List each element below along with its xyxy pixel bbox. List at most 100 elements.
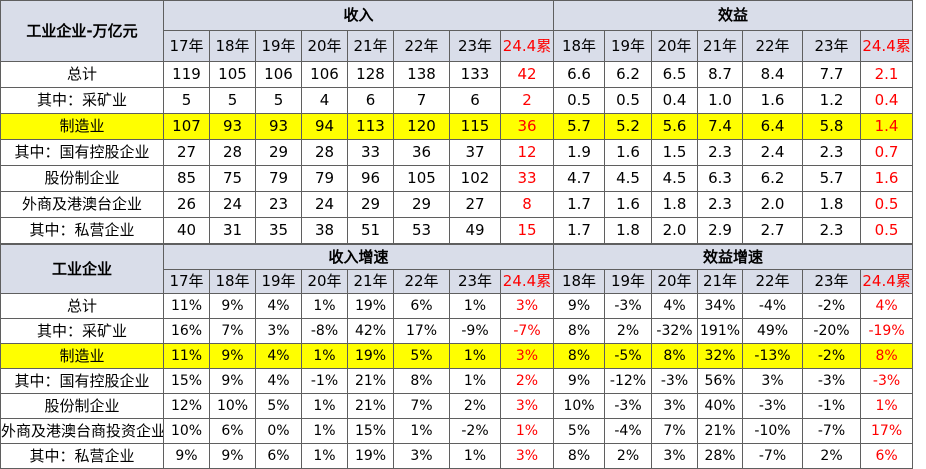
- profit-cell[interactable]: -3%: [742, 393, 804, 419]
- profit-cell[interactable]: 6.3: [697, 165, 744, 192]
- profit-cell[interactable]: 0.5: [860, 191, 914, 218]
- revenue-cell[interactable]: 33: [347, 139, 394, 166]
- revenue-cell[interactable]: 4%: [255, 293, 302, 319]
- revenue-cell[interactable]: 85: [163, 165, 210, 192]
- profit-cell[interactable]: 0.4: [860, 87, 914, 114]
- revenue-cell[interactable]: 12: [499, 139, 555, 166]
- revenue-cell[interactable]: 6: [449, 87, 501, 114]
- profit-cell[interactable]: -3%: [651, 368, 699, 394]
- profit-cell[interactable]: -2%: [802, 343, 862, 369]
- revenue-cell[interactable]: 6%: [255, 443, 302, 469]
- profit-cell[interactable]: 0.4: [651, 87, 699, 114]
- revenue-cell[interactable]: 15%: [347, 418, 394, 444]
- profit-cell[interactable]: 9%: [553, 293, 606, 319]
- profit-cell[interactable]: 1.8: [604, 217, 653, 244]
- revenue-year-header[interactable]: 17年: [163, 269, 210, 294]
- revenue-year-header[interactable]: 18年: [209, 30, 256, 62]
- profit-year-header[interactable]: 24.4累: [860, 30, 914, 62]
- profit-cell[interactable]: -2%: [802, 293, 862, 319]
- revenue-cell[interactable]: 93: [255, 113, 302, 140]
- profit-cell[interactable]: 1.7: [553, 217, 606, 244]
- profit-cell[interactable]: 5.8: [802, 113, 862, 140]
- profit-cell[interactable]: 2.3: [802, 217, 862, 244]
- profit-cell[interactable]: 6.5: [651, 61, 699, 88]
- revenue-cell[interactable]: 21%: [347, 368, 394, 394]
- profit-cell[interactable]: 1.9: [553, 139, 606, 166]
- profit-cell[interactable]: 4%: [651, 293, 699, 319]
- revenue-cell[interactable]: 133: [449, 61, 501, 88]
- revenue-cell[interactable]: 49: [449, 217, 501, 244]
- revenue-cell[interactable]: 113: [347, 113, 394, 140]
- profit-cell[interactable]: -12%: [604, 368, 653, 394]
- profit-cell[interactable]: 4.7: [553, 165, 606, 192]
- profit-cell[interactable]: -19%: [860, 318, 914, 344]
- profit-cell[interactable]: 2.9: [697, 217, 744, 244]
- revenue-cell[interactable]: 40: [163, 217, 210, 244]
- profit-cell[interactable]: 6.4: [742, 113, 804, 140]
- profit-cell[interactable]: 9%: [553, 368, 606, 394]
- profit-cell[interactable]: 8%: [553, 343, 606, 369]
- row-label[interactable]: 总计: [0, 61, 164, 88]
- revenue-cell[interactable]: 94: [301, 113, 348, 140]
- profit-cell[interactable]: -7%: [802, 418, 862, 444]
- revenue-cell[interactable]: 79: [301, 165, 348, 192]
- revenue-cell[interactable]: 106: [255, 61, 302, 88]
- row-label[interactable]: 制造业: [0, 113, 164, 140]
- revenue-cell[interactable]: 6%: [393, 293, 450, 319]
- row-label[interactable]: 其中：采矿业: [0, 87, 164, 114]
- revenue-year-header[interactable]: 24.4累: [499, 269, 555, 294]
- revenue-cell[interactable]: 29: [393, 191, 450, 218]
- revenue-year-header[interactable]: 21年: [347, 269, 394, 294]
- revenue-cell[interactable]: 4%: [255, 368, 302, 394]
- profit-cell[interactable]: 32%: [697, 343, 744, 369]
- revenue-cell[interactable]: 3%: [499, 443, 555, 469]
- profit-cell[interactable]: -3%: [860, 368, 914, 394]
- revenue-cell[interactable]: 93: [209, 113, 256, 140]
- revenue-cell[interactable]: 26: [163, 191, 210, 218]
- revenue-cell[interactable]: 53: [393, 217, 450, 244]
- profit-cell[interactable]: -3%: [604, 393, 653, 419]
- profit-year-header[interactable]: 21年: [697, 30, 744, 62]
- profit-cell[interactable]: 1%: [860, 393, 914, 419]
- profit-header[interactable]: 效益: [553, 0, 914, 31]
- revenue-cell[interactable]: 1%: [449, 368, 501, 394]
- profit-cell[interactable]: 1.6: [604, 139, 653, 166]
- corner-label[interactable]: 工业企业: [0, 244, 164, 294]
- profit-cell[interactable]: 2.3: [802, 139, 862, 166]
- revenue-cell[interactable]: 36: [499, 113, 555, 140]
- revenue-cell[interactable]: 8: [499, 191, 555, 218]
- profit-cell[interactable]: 1.6: [604, 191, 653, 218]
- profit-cell[interactable]: 34%: [697, 293, 744, 319]
- revenue-year-header[interactable]: 23年: [449, 30, 501, 62]
- profit-cell[interactable]: 8.4: [742, 61, 804, 88]
- profit-cell[interactable]: 2.4: [742, 139, 804, 166]
- revenue-cell[interactable]: 28: [301, 139, 348, 166]
- revenue-cell[interactable]: 24: [301, 191, 348, 218]
- revenue-cell[interactable]: 11%: [163, 343, 210, 369]
- profit-cell[interactable]: 5.7: [553, 113, 606, 140]
- revenue-cell[interactable]: 5%: [393, 343, 450, 369]
- profit-year-header[interactable]: 21年: [697, 269, 744, 294]
- revenue-cell[interactable]: 1%: [499, 418, 555, 444]
- row-label[interactable]: 其中：国有控股企业: [0, 368, 164, 394]
- revenue-cell[interactable]: 35: [255, 217, 302, 244]
- revenue-cell[interactable]: 138: [393, 61, 450, 88]
- revenue-cell[interactable]: 105: [209, 61, 256, 88]
- revenue-cell[interactable]: 9%: [209, 443, 256, 469]
- revenue-cell[interactable]: 4: [301, 87, 348, 114]
- revenue-cell[interactable]: 3%: [499, 393, 555, 419]
- revenue-cell[interactable]: 1%: [301, 443, 348, 469]
- profit-year-header[interactable]: 23年: [802, 269, 862, 294]
- profit-cell[interactable]: -3%: [802, 368, 862, 394]
- revenue-cell[interactable]: 27: [449, 191, 501, 218]
- profit-cell[interactable]: 1.4: [860, 113, 914, 140]
- revenue-cell[interactable]: 120: [393, 113, 450, 140]
- revenue-cell[interactable]: 5: [255, 87, 302, 114]
- profit-cell[interactable]: 4%: [860, 293, 914, 319]
- profit-cell[interactable]: 191%: [697, 318, 744, 344]
- profit-cell[interactable]: 8%: [553, 318, 606, 344]
- revenue-cell[interactable]: 11%: [163, 293, 210, 319]
- profit-cell[interactable]: 5%: [553, 418, 606, 444]
- revenue-cell[interactable]: 9%: [163, 443, 210, 469]
- revenue-year-header[interactable]: 20年: [301, 269, 348, 294]
